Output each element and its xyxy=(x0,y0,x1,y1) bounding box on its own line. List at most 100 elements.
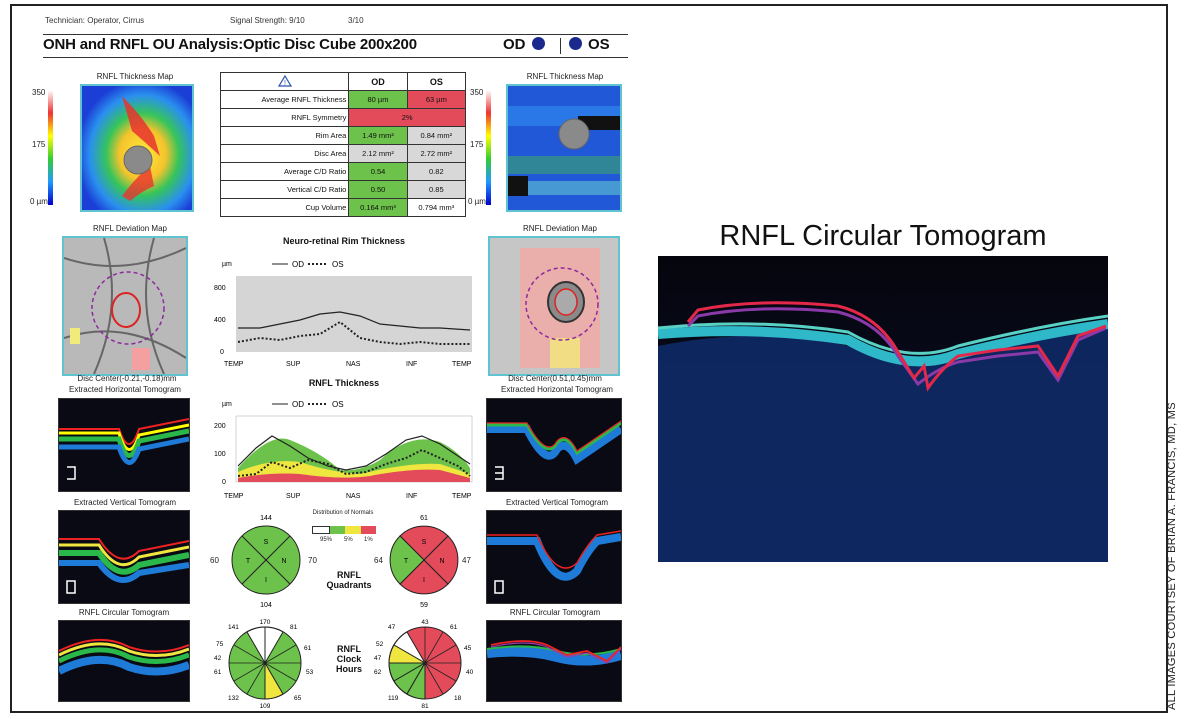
cirrus-report: Technician: Operator, Cirrus Signal Stre… xyxy=(30,10,630,710)
od-q-inner-t: T xyxy=(246,558,251,565)
od-color-scale xyxy=(48,90,53,205)
os-thickness-map-image xyxy=(508,86,620,210)
os-clock-0: 43 xyxy=(421,619,429,626)
clock-hours-label-line1: RNFL xyxy=(337,644,361,654)
os-clock-hours-chart: 43 61 45 40 18 81 119 62 47 52 47 xyxy=(374,619,474,710)
title-bar xyxy=(43,34,628,58)
rnfl-normal-red xyxy=(238,469,470,482)
os-circular-tomogram xyxy=(486,620,622,702)
os-horizontal-image xyxy=(487,399,621,491)
os-vertical-tomogram xyxy=(486,510,622,604)
row-label: Average RNFL Thickness xyxy=(219,90,350,109)
od-q-right: 70 xyxy=(308,556,317,565)
rim-unit: µm xyxy=(222,261,232,268)
os-scale-mid: 175 xyxy=(470,140,484,149)
rnfl-legend-os: OS xyxy=(332,400,344,409)
col-od: OD xyxy=(348,72,408,91)
od-os-divider xyxy=(560,38,561,54)
od-q-inner-s: S xyxy=(264,539,269,546)
os-color-scale xyxy=(486,90,491,205)
rnfl-legend-od: OD xyxy=(292,400,304,409)
os-clock-9: 52 xyxy=(376,641,384,648)
cell-os: 2.72 mm² xyxy=(406,144,467,163)
quadrants-label-line2: Quadrants xyxy=(326,580,372,590)
rnfl-os-line xyxy=(237,448,471,477)
cell-os: 0.794 mm³ xyxy=(406,198,467,217)
od-horizontal-image xyxy=(59,399,189,491)
od-deviation-caption: RNFL Deviation Map xyxy=(93,224,167,233)
rim-xtick-3: INF xyxy=(406,361,417,368)
normative-label-95: 95% xyxy=(320,537,333,543)
cell-od: 0.50 xyxy=(348,180,408,199)
os-clock-2: 45 xyxy=(464,645,472,652)
normative-title: Distribution of Normals xyxy=(312,510,374,516)
technician-label: Technician: Operator, Cirrus xyxy=(45,16,145,25)
od-clock-1: 81 xyxy=(290,624,298,631)
od-clock-10: 141 xyxy=(228,624,239,631)
os-scale-bottom: 0 µm xyxy=(468,197,486,206)
os-dot-icon xyxy=(569,37,582,50)
parameters-table: ! OD OS Average RNFL Thickness 80 µm 63 … xyxy=(219,72,467,217)
row-label: Disc Area xyxy=(219,144,350,163)
rnfl-od-line xyxy=(237,435,471,471)
rim-xtick-4: TEMP xyxy=(452,361,472,368)
rnfl-unit: µm xyxy=(222,401,232,408)
clock-hours-label-line3: Hours xyxy=(335,664,362,674)
od-thickness-map-caption: RNFL Thickness Map xyxy=(96,72,174,81)
cell-both: 2% xyxy=(348,108,466,127)
os-deviation-map xyxy=(488,236,620,376)
rnfl-ytick-0: 200 xyxy=(214,423,226,430)
os-q-right: 47 xyxy=(462,556,471,565)
od-clock-8: 42 xyxy=(214,655,222,662)
signal-strength-os: 3/10 xyxy=(348,16,364,25)
cell-os: 63 µm xyxy=(406,90,467,109)
rnfl-xtick-3: INF xyxy=(406,493,417,500)
rim-xtick-0: TEMP xyxy=(224,361,244,368)
row-label: Average C/D Ratio xyxy=(219,162,350,181)
quadrants-label-line1: RNFL xyxy=(337,570,361,580)
rim-plot-area xyxy=(236,276,472,352)
cell-od: 2.12 mm² xyxy=(348,144,408,163)
os-disc-center: Disc Center(0.51,0.45)mm xyxy=(508,374,602,383)
od-deviation-map xyxy=(62,236,188,376)
rim-xtick-2: NAS xyxy=(346,361,361,368)
cell-os: 0.85 xyxy=(406,180,467,199)
os-q-inner-n: N xyxy=(439,558,444,565)
od-horizontal-caption: Extracted Horizontal Tomogram xyxy=(69,385,181,394)
os-clock-5: 81 xyxy=(421,703,429,710)
od-indicator: OD xyxy=(503,36,545,53)
od-clock-6: 132 xyxy=(228,695,239,702)
clock-hours-label-line2: Clock xyxy=(336,654,362,664)
os-horizontal-tomogram xyxy=(486,398,622,492)
od-circular-image xyxy=(59,621,189,701)
od-vertical-tomogram xyxy=(58,510,190,604)
big-rnfl-tomogram xyxy=(658,256,1108,562)
os-vertical-caption: Extracted Vertical Tomogram xyxy=(505,498,609,507)
os-vertical-image xyxy=(487,511,621,603)
os-deviation-image xyxy=(490,238,618,374)
rim-chart: µm OD OS 800 400 0 TEMP SUP NAS INF TEMP xyxy=(214,260,472,368)
od-label: OD xyxy=(503,36,526,53)
os-horizontal-caption: Extracted Horizontal Tomogram xyxy=(501,385,613,394)
normative-label-1: 1% xyxy=(364,537,373,543)
od-clock-3: 53 xyxy=(306,669,314,676)
od-horizontal-tomogram xyxy=(58,398,190,492)
table-row: Rim Area 1.49 mm² 0.84 mm² xyxy=(219,126,467,145)
os-clock-7: 62 xyxy=(374,669,382,676)
rnfl-xtick-2: NAS xyxy=(346,493,361,500)
row-label: RNFL Symmetry xyxy=(219,108,350,127)
os-circular-caption: RNFL Circular Tomogram xyxy=(509,608,601,617)
os-q-inner-t: T xyxy=(404,558,409,565)
od-deviation-image xyxy=(64,238,186,374)
rnfl-xtick-4: TEMP xyxy=(452,493,472,500)
rnfl-xtick-0: TEMP xyxy=(224,493,244,500)
table-row: Cup Volume 0.164 mm³ 0.794 mm³ xyxy=(219,198,467,217)
report-title: ONH and RNFL OU Analysis:Optic Disc Cube… xyxy=(43,36,417,53)
normative-label-5: 5% xyxy=(344,537,353,543)
os-deviation-caption: RNFL Deviation Map xyxy=(523,224,597,233)
od-thickness-map xyxy=(80,84,194,212)
os-q-inner-s: S xyxy=(422,539,427,546)
cell-os: 0.82 xyxy=(406,162,467,181)
rnfl-ytick-1: 100 xyxy=(214,451,226,458)
od-clock-5: 109 xyxy=(260,703,271,710)
